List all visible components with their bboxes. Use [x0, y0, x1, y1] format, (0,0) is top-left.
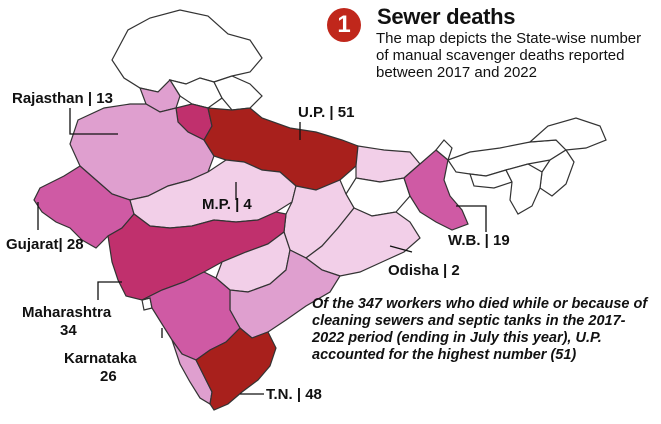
label-mp: M.P. | 4 [202, 196, 252, 213]
leader-maharashtra [97, 281, 122, 300]
map-note: Of the 347 workers who died while or bec… [312, 296, 648, 363]
label-odisha: Odisha | 2 [388, 262, 460, 279]
leader-rajasthan [69, 108, 118, 135]
region-sikkim [435, 139, 453, 162]
label-karnataka-value: 26 [100, 368, 117, 385]
title-number-badge: 1 [327, 8, 361, 42]
leader-odisha [389, 245, 413, 253]
label-maharashtra-value: 34 [60, 322, 77, 339]
region-odisha [305, 207, 421, 277]
region-arunachal [528, 117, 607, 151]
label-wb: W.B. | 19 [448, 232, 510, 249]
label-maharashtra-name: Maharashtra [22, 304, 112, 321]
label-up: U.P. | 51 [298, 104, 355, 121]
label-gujarat: Gujarat| 28 [6, 236, 84, 253]
leader-wb [456, 205, 487, 232]
map-description: The map depicts the State-wise number of… [376, 30, 642, 81]
region-tn [195, 327, 277, 411]
region-uttarakhand [213, 75, 263, 111]
label-rajasthan: Rajasthan | 13 [12, 90, 113, 107]
leader-lines [37, 108, 487, 395]
label-tn: T.N. | 48 [266, 386, 322, 403]
region-tripura-mizoram [505, 163, 543, 215]
label-karnataka-name: Karnataka [64, 350, 137, 367]
page-title: Sewer deaths [377, 4, 516, 29]
